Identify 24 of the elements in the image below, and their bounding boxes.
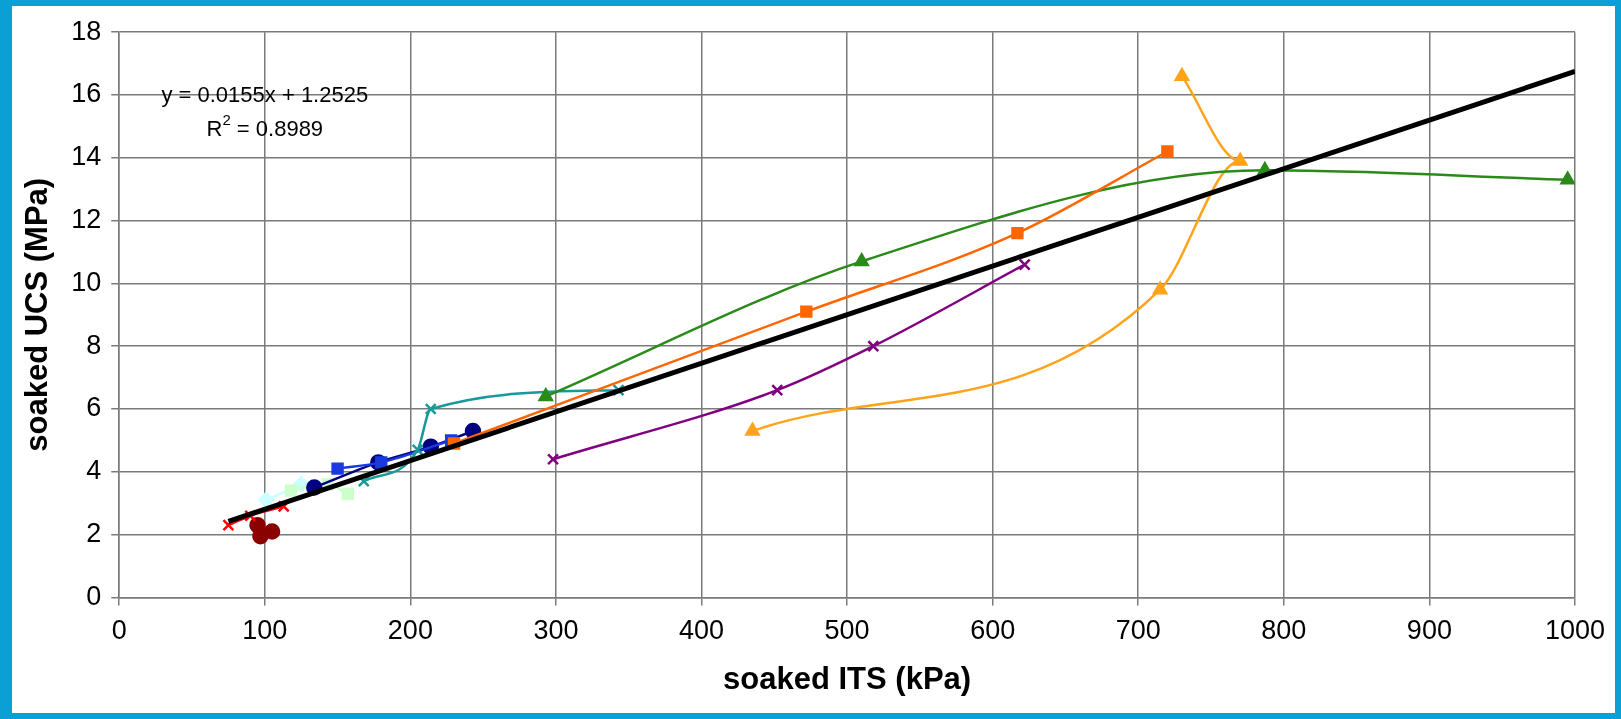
x-tick-label: 300 [533,615,579,646]
x-tick-label: 600 [970,615,1016,646]
x-tick-label: 700 [1115,615,1161,646]
y-tick-label: 4 [86,455,102,486]
x-tick-label: 100 [242,615,288,646]
x-tick-label: 900 [1406,615,1452,646]
y-tick-label: 16 [71,78,102,109]
x-axis-title: soaked ITS (kPa) [723,660,972,696]
x-tick-label: 800 [1261,615,1307,646]
y-tick-label: 14 [71,141,102,172]
x-tick-label: 0 [111,615,127,646]
x-tick-label: 500 [824,615,870,646]
y-tick-label: 12 [71,204,102,235]
annotation: y = 0.0155x + 1.2525 [161,82,369,108]
x-tick-label: 200 [387,615,433,646]
y-tick-label: 8 [86,329,102,360]
y-tick-label: 2 [86,518,102,549]
x-tick-label: 1000 [1544,615,1606,646]
y-axis-title: soaked UCS (MPa) [19,177,55,452]
y-tick-label: 6 [86,392,102,423]
y-tick-label: 0 [86,580,102,611]
y-tick-label: 10 [71,266,102,297]
x-tick-label: 400 [679,615,725,646]
y-tick-label: 18 [71,15,102,46]
